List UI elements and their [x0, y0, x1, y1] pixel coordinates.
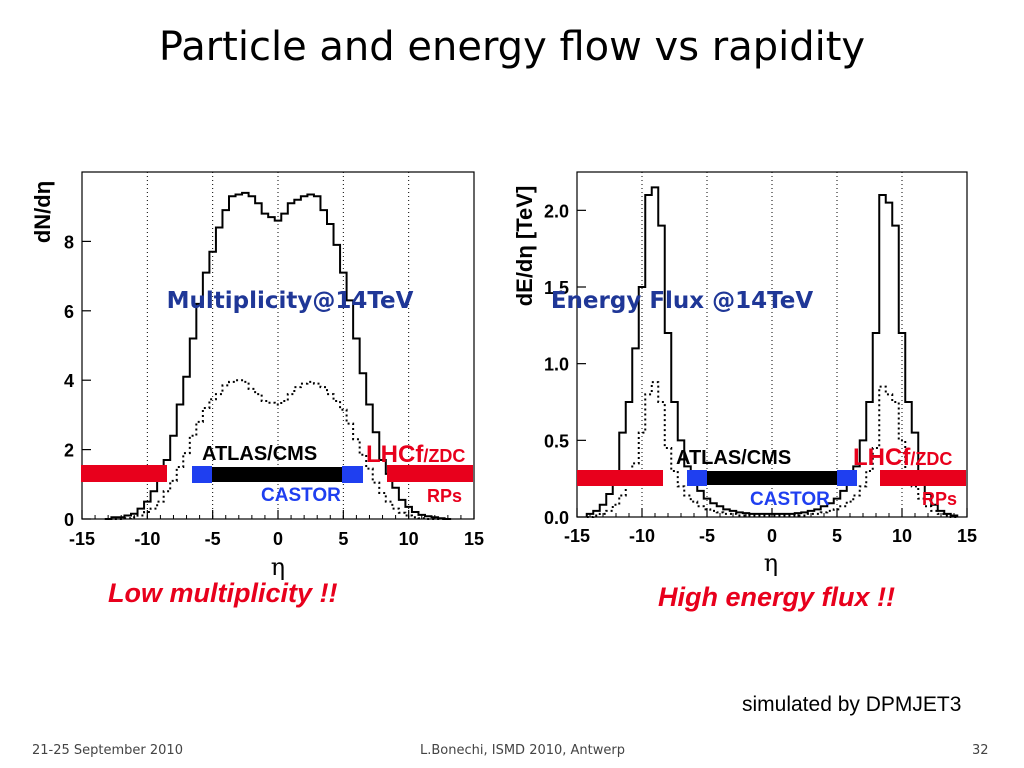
mult-y-tick-label: 0 [64, 510, 74, 530]
energy-flux-plot-area: -15 -10 -5 0 5 10 15 0.0 0.5 1.0 1.5 2.0 dE/dη [TeV]… [512, 171, 977, 577]
mult-y-tick-label: 2 [64, 441, 74, 461]
mult-series-dotted [104, 379, 452, 520]
eflux-x-tick-label: 0 [767, 526, 777, 546]
slide-title: Particle and energy flow vs rapidity [158, 24, 866, 70]
mult-y-tick-label: 4 [64, 371, 74, 391]
caption-high-energy-flux: High energy flux !! [658, 582, 896, 612]
eflux-x-tick-label: -5 [699, 526, 715, 546]
eflux-x-tick-label: 15 [957, 526, 977, 546]
mult-series-solid [104, 191, 452, 520]
footer-page-number: 32 [972, 743, 989, 758]
mult-x-tick-label: -5 [205, 529, 221, 549]
caption-low-multiplicity: Low multiplicity !! [108, 578, 338, 608]
eflux-x-tick-label: -10 [629, 526, 655, 546]
mult-x-tick-label: 15 [464, 529, 484, 549]
mult-chart-title: Multiplicity@14TeV [167, 288, 414, 314]
eflux-y-tick-label: 2.0 [544, 201, 569, 221]
lhcf-zdc-label-right: LHCf/ZDC [853, 444, 952, 471]
footer-date: 21-25 September 2010 [32, 743, 183, 758]
castor-bar-left-neg [192, 466, 212, 483]
forward-bar-right-pos [880, 470, 966, 486]
mult-x-axis-label: η [271, 553, 285, 581]
eflux-chart-title: Energy Flux @14TeV [551, 288, 814, 314]
multiplicity-plot-area: -15 -10 -5 0 5 10 15 0 2 4 6 8 dN/dη η Multiplicity@14… [30, 171, 484, 581]
lhcf-zdc-label-left: LHCf/ZDC [366, 441, 465, 468]
central-bar-left [212, 467, 342, 482]
castor-bar-left-pos [342, 466, 363, 483]
central-bar-right [707, 471, 837, 485]
rps-label-right: RPs [922, 489, 957, 509]
atlas-cms-label-left: ATLAS/CMS [202, 443, 317, 465]
eflux-y-tick-label: 1.5 [544, 278, 569, 298]
forward-bar-left-neg [81, 465, 167, 482]
castor-bar-right-pos [837, 470, 857, 486]
castor-label-left: CASTOR [261, 485, 341, 506]
eflux-y-tick-label: 0.5 [544, 431, 569, 451]
footer-author: L.Bonechi, ISMD 2010, Antwerp [420, 743, 625, 758]
mult-y-tick-label: 8 [64, 232, 74, 252]
mult-x-tick-label: -15 [69, 529, 95, 549]
mult-x-tick-label: 0 [273, 529, 283, 549]
eflux-x-tick-label: 5 [832, 526, 842, 546]
rps-label-left: RPs [427, 486, 462, 506]
forward-bar-left-pos [387, 465, 473, 482]
mult-x-tick-label: 10 [399, 529, 419, 549]
mult-x-tick-label: 5 [338, 529, 348, 549]
castor-bar-right-neg [687, 470, 707, 486]
eflux-series-solid [585, 186, 959, 517]
mult-x-tick-label: -10 [134, 529, 160, 549]
eflux-y-tick-label: 0.0 [544, 508, 569, 528]
mult-y-axis-label: dN/dη [30, 181, 55, 243]
eflux-x-tick-label: -15 [564, 526, 590, 546]
eflux-x-tick-label: 10 [892, 526, 912, 546]
atlas-cms-label-right: ATLAS/CMS [676, 447, 791, 469]
eflux-series-dotted [586, 381, 958, 518]
simulation-note: simulated by DPMJET3 [742, 693, 962, 716]
forward-bar-right-neg [577, 470, 663, 486]
mult-y-tick-label: 6 [64, 302, 74, 322]
eflux-y-axis-label: dE/dη [TeV] [512, 186, 537, 307]
eflux-x-axis-label: η [764, 549, 778, 577]
eflux-y-tick-label: 1.0 [544, 355, 569, 375]
castor-label-right: CASTOR [750, 489, 830, 510]
